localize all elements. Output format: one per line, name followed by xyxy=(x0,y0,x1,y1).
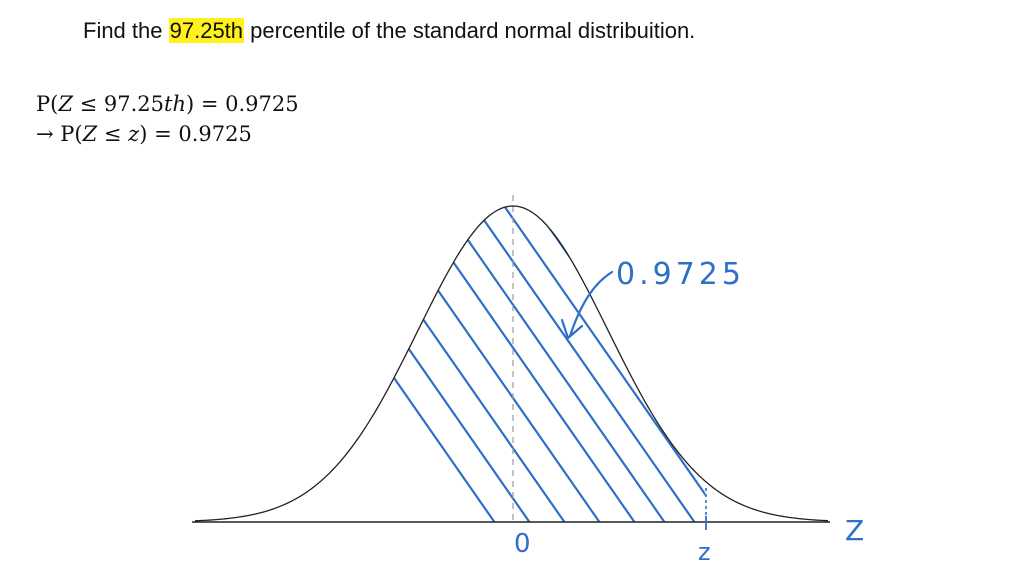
hatch-line xyxy=(558,206,706,522)
question-prefix: Find the xyxy=(83,18,163,43)
eq2-arrow: → xyxy=(36,122,61,146)
eq1-suffix: th xyxy=(164,92,186,116)
eq2-var2: z xyxy=(128,122,140,146)
equation-line-1: P(Z ≤ 97.25th) = 0.9725 xyxy=(36,90,299,118)
eq2-rel: ≤ xyxy=(97,122,129,146)
question-text: Find the 97.25th percentile of the stand… xyxy=(83,16,695,46)
area-label: 0.9725 xyxy=(616,257,745,292)
equation-line-2: → P(Z ≤ z) = 0.9725 xyxy=(36,120,252,148)
eq2-rhs: ) = 0.9725 xyxy=(139,122,252,146)
center-label: 0 xyxy=(514,529,531,559)
eq1-rhs: ) = 0.9725 xyxy=(185,92,299,116)
hatch-line xyxy=(408,206,642,522)
hatch-line xyxy=(303,206,537,522)
hatch-line xyxy=(268,206,502,522)
annotation-arrowhead xyxy=(560,318,584,340)
normal-curve xyxy=(194,205,829,522)
eq1-rel: ≤ 97.25 xyxy=(72,92,164,116)
axis-label: Z xyxy=(845,514,864,547)
eq1-open: P( xyxy=(36,92,59,116)
eq2-open: P( xyxy=(60,122,83,146)
shaded-area xyxy=(268,206,706,522)
annotation-arrow xyxy=(568,270,614,338)
hatch-line xyxy=(468,206,702,522)
question-highlight: 97.25th xyxy=(168,18,245,43)
hatch-line xyxy=(373,206,607,522)
eq2-var: Z xyxy=(82,122,98,146)
question-suffix: percentile of the standard normal distri… xyxy=(250,18,696,43)
hatch-line xyxy=(438,206,672,522)
hatch-line xyxy=(498,206,706,522)
z-label: z xyxy=(698,538,711,566)
eq1-var: Z xyxy=(58,92,73,116)
